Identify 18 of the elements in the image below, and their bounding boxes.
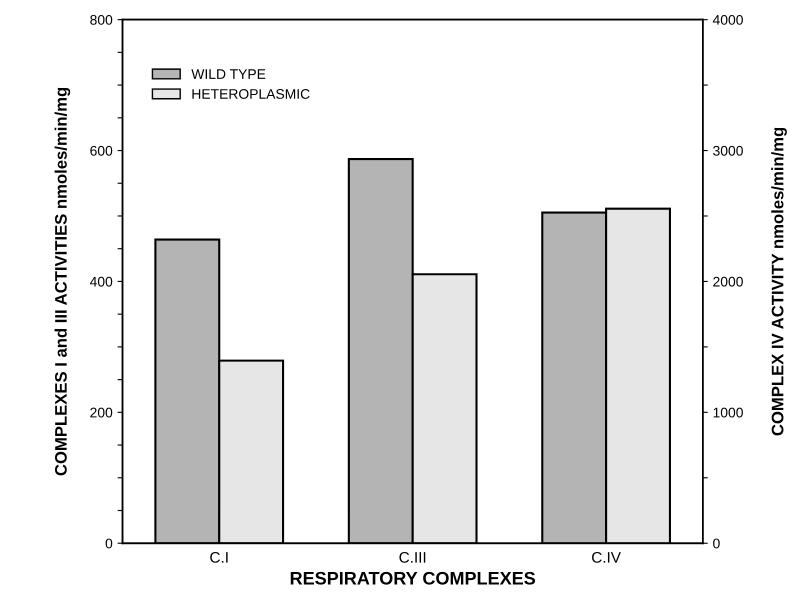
y-axis-title: COMPLEXES I and III ACTIVITIES nmoles/min/mg	[54, 88, 70, 476]
y-tick-label: 0	[106, 538, 112, 548]
y2-tick-label: 1000	[714, 408, 743, 418]
legend-label: HETEROPLASMIC	[192, 89, 310, 99]
x-tick-label: C.IV	[592, 552, 621, 563]
y-tick-label: 600	[90, 146, 112, 156]
legend-label: WILD TYPE	[191, 69, 266, 79]
y2-tick-label: 4000	[712, 14, 743, 25]
y2-tick-label: 3000	[713, 146, 743, 156]
y2-tick-label: 0	[713, 538, 720, 548]
y-tick-label: 200	[90, 408, 112, 418]
y-tick-label: 800	[90, 14, 112, 25]
x-axis-title: RESPIRATORY COMPLEXES	[290, 572, 536, 585]
x-tick-label: C.III	[399, 552, 426, 563]
x-tick-label: C.I	[210, 552, 228, 563]
y2-axis-title: COMPLEX IV ACTIVITY nmoles/min/mg	[771, 128, 787, 436]
y-tick-label: 400	[90, 276, 112, 287]
y2-tick-label: 2000	[713, 276, 743, 287]
